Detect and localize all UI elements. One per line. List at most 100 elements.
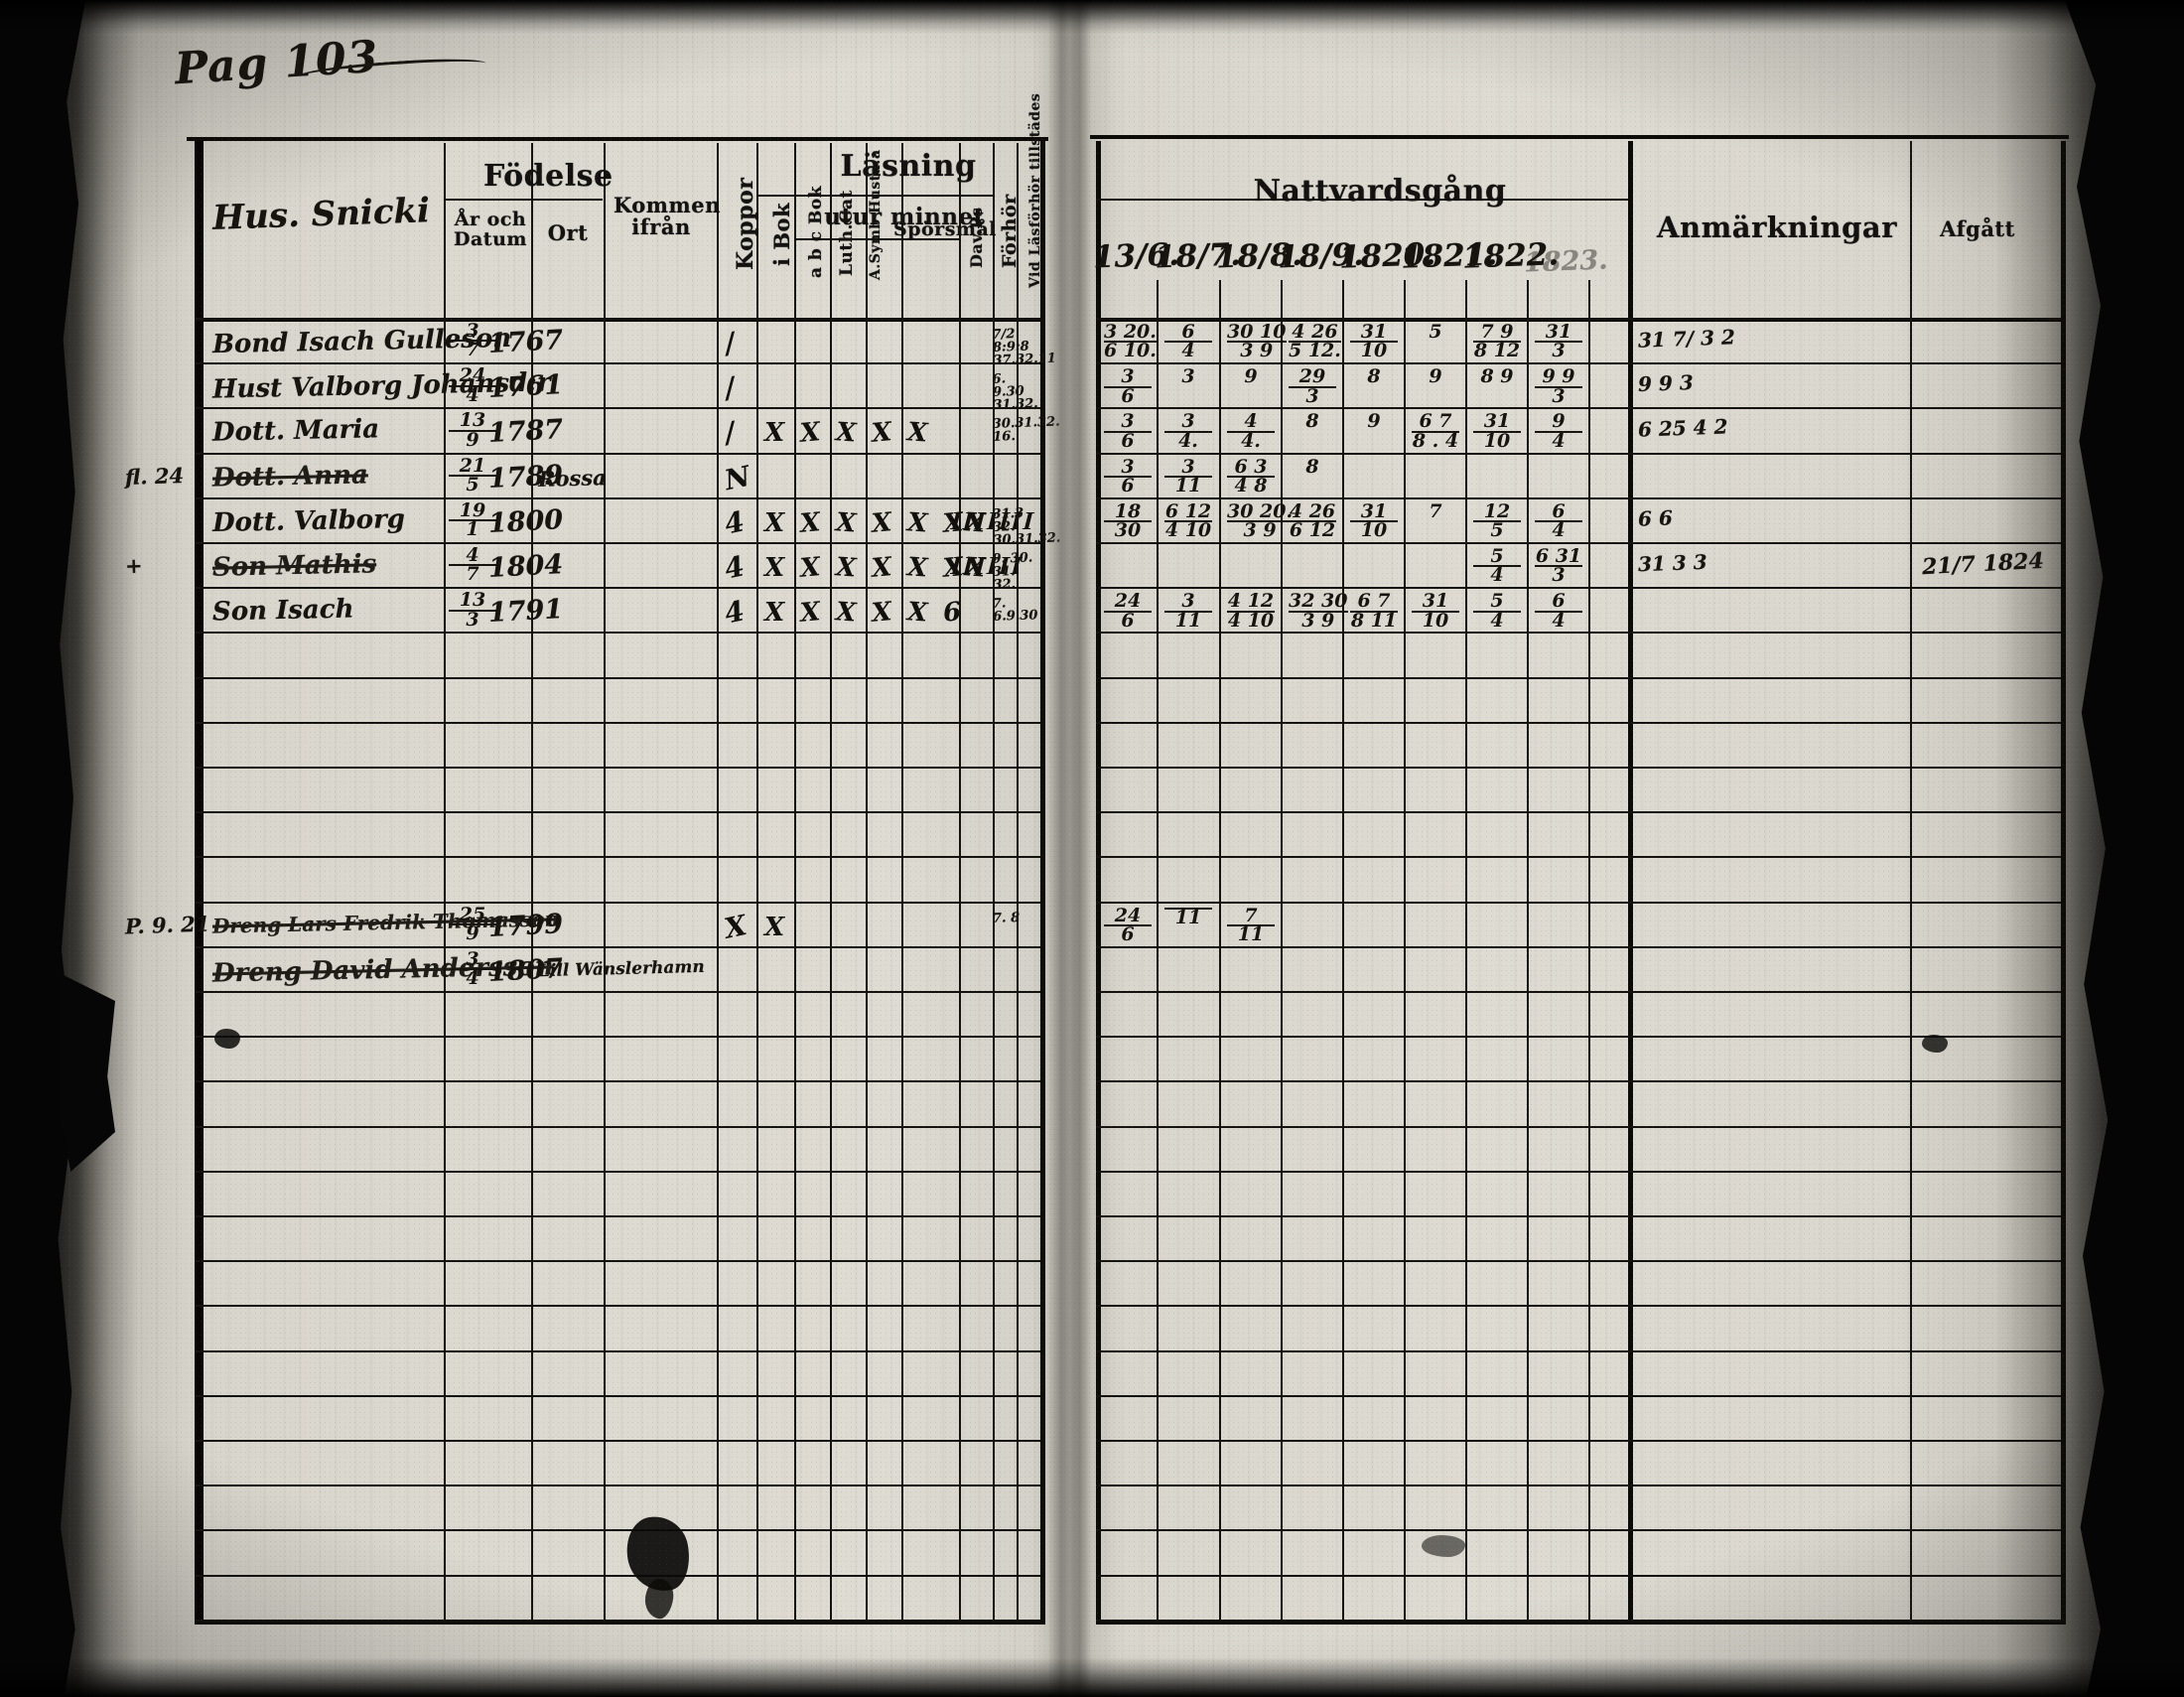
table-rule-h (1096, 542, 2061, 544)
header-luth-cat: Luth.Cat (837, 190, 857, 276)
table-rule-h (1096, 407, 2061, 410)
row-communion-0-4: 31 10 (1350, 322, 1398, 360)
table-rule-h (195, 1574, 1040, 1577)
row-birth-year-2: 1787 (487, 414, 564, 450)
row-name-2: Dott. Maria (211, 414, 380, 449)
table-rule-h (195, 362, 1040, 365)
row-in-book-5: X (764, 553, 785, 583)
table-rule-v (794, 143, 796, 1623)
row-remarks-0: 31 7/ 3 2 (1637, 325, 1736, 353)
table-rule-h (195, 721, 1040, 724)
table-rule-v (866, 143, 868, 1623)
row-reading-6-1: X (834, 597, 858, 629)
row-communion-0-2: 30 10 3 9 (1227, 321, 1287, 362)
table-rule-v (1017, 143, 1019, 1623)
table-rule-h (1090, 135, 2069, 139)
table-rule-h (444, 199, 603, 201)
header-i-bok: i Bok (769, 202, 794, 266)
table-rule-h (1096, 767, 2061, 769)
table-rule-h (1096, 1125, 2061, 1128)
table-rule-h (195, 1080, 1040, 1083)
table-rule-h (1096, 1036, 2061, 1039)
row-communion-6-5: 31 10 (1412, 591, 1459, 630)
row-in-book-2: X (764, 418, 785, 449)
row-in-book-4: X (764, 507, 785, 538)
table-rule-h (195, 318, 1040, 320)
row-birth-frac-3: 21 5 (449, 456, 496, 495)
table-rule-h (1096, 1215, 2061, 1217)
table-rule-h (195, 318, 1040, 322)
row-birth-year-7: 1799 (487, 908, 564, 943)
table-rule-v (1219, 280, 1221, 1623)
communion-year-8: 1823. (1523, 244, 1609, 279)
table-rule-h (1096, 1349, 2061, 1352)
row-forhor-2: 30.31.32. 16. (992, 414, 1060, 446)
row-reading-4-1: X (834, 507, 858, 539)
row-communion-4-2: 30 20. 3 9 (1227, 499, 1294, 542)
table-rule-v (1465, 280, 1467, 1623)
table-rule-h (195, 1529, 1040, 1532)
row-margin-note-7: P. 9. 21 (124, 911, 210, 939)
table-rule-v (830, 143, 832, 1623)
row-reading-6-4: 6 (941, 597, 963, 629)
row-communion-5-7: 6 31 3 (1535, 545, 1582, 587)
row-name-4: Dott. Valborg (211, 503, 406, 538)
row-reading-6-0: X (798, 597, 822, 630)
table-rule-v (1404, 280, 1406, 1623)
row-birth-place-8: Lill Wänslerhamn (537, 956, 705, 981)
row-communion-0-5: 5 (1429, 321, 1442, 343)
row-communion-4-1: 6 12 4 10 (1164, 499, 1212, 542)
table-rule-h (1096, 991, 2061, 993)
table-rule-h (195, 1170, 1040, 1173)
table-rule-h (1096, 362, 2061, 365)
row-reading-5-2: X (870, 552, 893, 584)
header-abc-bok: a b c Bok (806, 186, 826, 278)
row-communion-1-2: 9 (1244, 365, 1258, 388)
row-forhor-5: 9. 30. 31. 32. (992, 550, 1033, 593)
table-rule-v (717, 143, 719, 1623)
row-reading-4-3: X (905, 507, 929, 539)
row-remarks-2: 6 25 4 2 (1637, 414, 1728, 442)
row-reading-5-1: X (834, 552, 858, 584)
row-communion-4-3: 4 26 6 12 (1289, 499, 1336, 542)
row-remarks-4: 6 6 (1637, 505, 1674, 531)
table-rule-h (195, 1485, 1040, 1487)
header-reading-group: Läsning (840, 149, 977, 184)
table-rule-h (1096, 1170, 2061, 1173)
row-reading-2-1: X (834, 417, 858, 450)
table-rule-h (1096, 1394, 2061, 1397)
row-reading-4-0: X (798, 506, 822, 539)
row-birth-frac-1: 24 4 (449, 365, 496, 404)
table-rule-v (1527, 280, 1529, 1623)
row-reading-5-3: X (905, 552, 929, 584)
row-birth-frac-2: 13 9 (449, 411, 496, 450)
row-communion-1-1: 3 (1181, 365, 1195, 388)
row-reading-6-2: X (870, 597, 893, 630)
table-rule-h (195, 1036, 1040, 1039)
table-rule-h (1096, 632, 2061, 635)
table-rule-h (1096, 1619, 2061, 1622)
table-rule-h (195, 767, 1040, 769)
table-rule-h (195, 1215, 1040, 1217)
table-rule-h (195, 811, 1040, 814)
row-communion-2-6: 31 10 (1473, 412, 1521, 451)
row-remarks-5: 31 3 3 (1637, 549, 1707, 577)
table-rule-h (195, 587, 1040, 590)
row-communion-1-4: 8 (1367, 365, 1381, 388)
header-birth-place: Ort (547, 220, 589, 245)
table-rule-h (1096, 1485, 2061, 1487)
table-rule-v (1628, 141, 1633, 1625)
row-reading-6-3: X (905, 597, 929, 629)
header-admitted: Vid Läsförhör tillstädes (1027, 92, 1043, 288)
table-rule-v (444, 143, 446, 1623)
table-rule-h (195, 1440, 1040, 1442)
table-rule-h (1096, 1305, 2061, 1308)
table-rule-h (1096, 1529, 2061, 1532)
